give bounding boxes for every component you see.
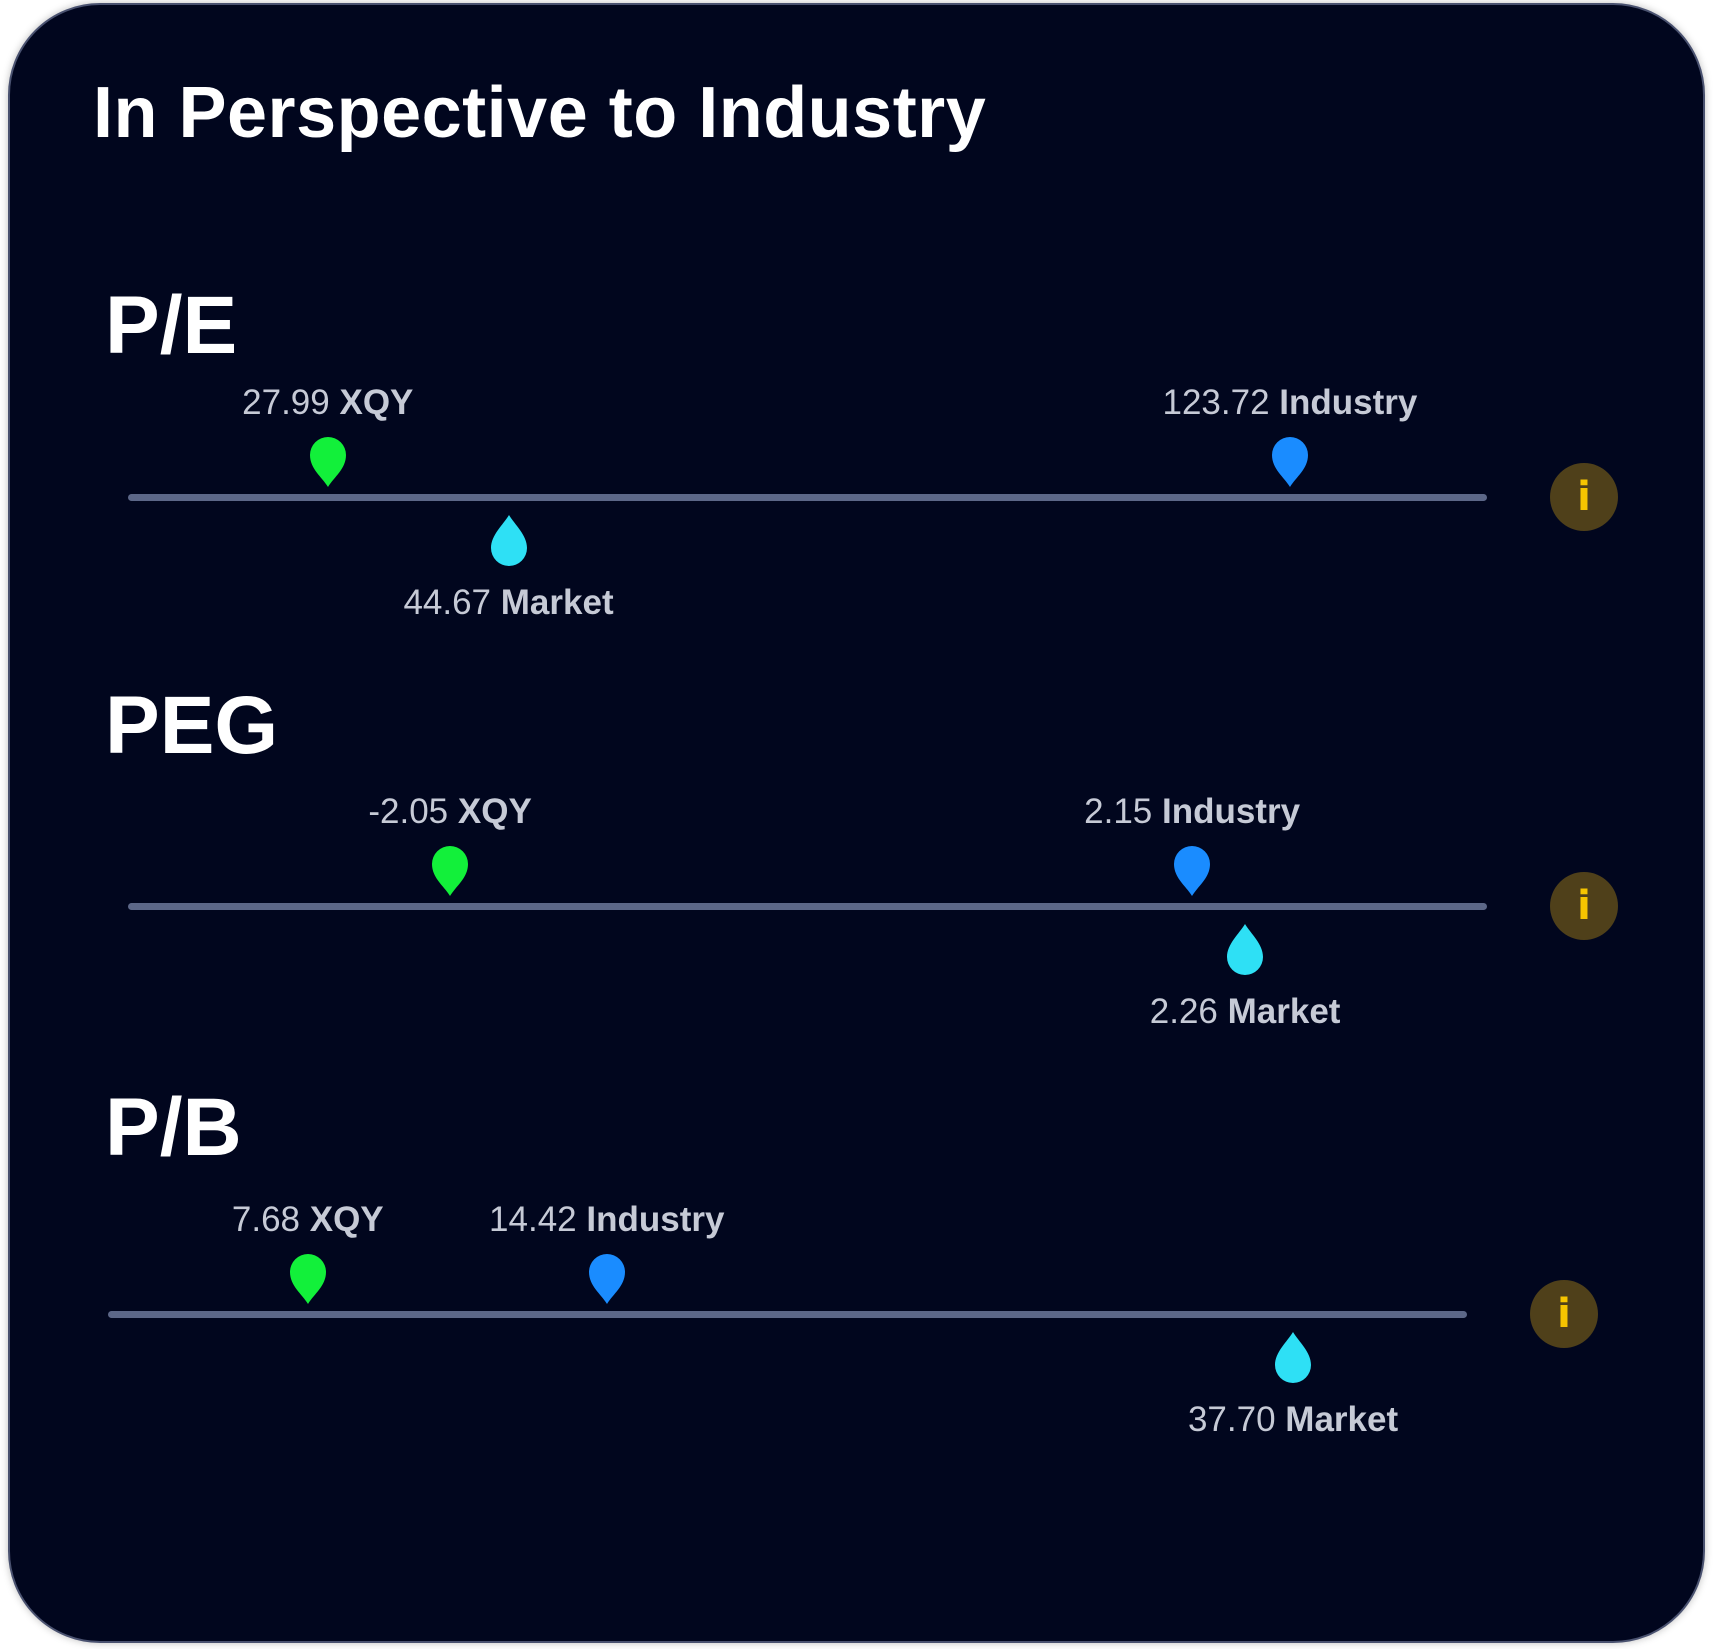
info-button[interactable]: i <box>1530 1280 1598 1348</box>
market-marker-label: 37.70 Market <box>1187 1400 1399 1439</box>
metric-label: P/E <box>105 280 238 371</box>
industry-marker-label: 2.15 Industry <box>1084 792 1301 831</box>
market-pin-icon <box>1227 924 1264 975</box>
company-pin-icon <box>432 846 469 896</box>
info-button[interactable]: i <box>1550 463 1618 531</box>
industry-marker-label: 123.72 Industry <box>1162 383 1418 422</box>
metric-pe: P/E 27.99 XQY 123.72 Industry 44.67 Mark… <box>10 285 1703 685</box>
info-icon: i <box>1577 883 1591 929</box>
card-title: In Perspective to Industry <box>93 73 987 153</box>
company-pin-icon <box>289 1254 326 1304</box>
market-marker-label: 2.26 Market <box>1149 992 1341 1031</box>
industry-pin-icon <box>1271 437 1308 487</box>
company-pin-icon <box>309 437 346 487</box>
metric-label: P/B <box>105 1082 242 1173</box>
metric-label: PEG <box>105 680 279 771</box>
info-icon: i <box>1577 474 1591 520</box>
industry-pin-icon <box>1174 846 1211 896</box>
metric-track <box>108 1311 1467 1318</box>
info-icon: i <box>1557 1291 1571 1337</box>
metric-track <box>128 903 1487 910</box>
metric-pb: P/B 7.68 XQY 14.42 Industry 37.70 Market… <box>10 1087 1703 1487</box>
company-marker-label: 7.68 XQY <box>231 1200 384 1239</box>
market-pin-icon <box>490 515 527 566</box>
market-pin-icon <box>1275 1332 1312 1383</box>
metric-track <box>128 494 1487 501</box>
industry-marker-label: 14.42 Industry <box>489 1200 725 1239</box>
industry-comparison-card: In Perspective to Industry P/E 27.99 XQY… <box>8 3 1705 1643</box>
metric-peg: PEG -2.05 XQY 2.15 Industry 2.26 Market … <box>10 685 1703 1085</box>
info-button[interactable]: i <box>1550 872 1618 940</box>
company-marker-label: -2.05 XQY <box>368 792 532 831</box>
industry-pin-icon <box>588 1254 625 1304</box>
company-marker-label: 27.99 XQY <box>242 383 414 422</box>
market-marker-label: 44.67 Market <box>403 583 614 622</box>
